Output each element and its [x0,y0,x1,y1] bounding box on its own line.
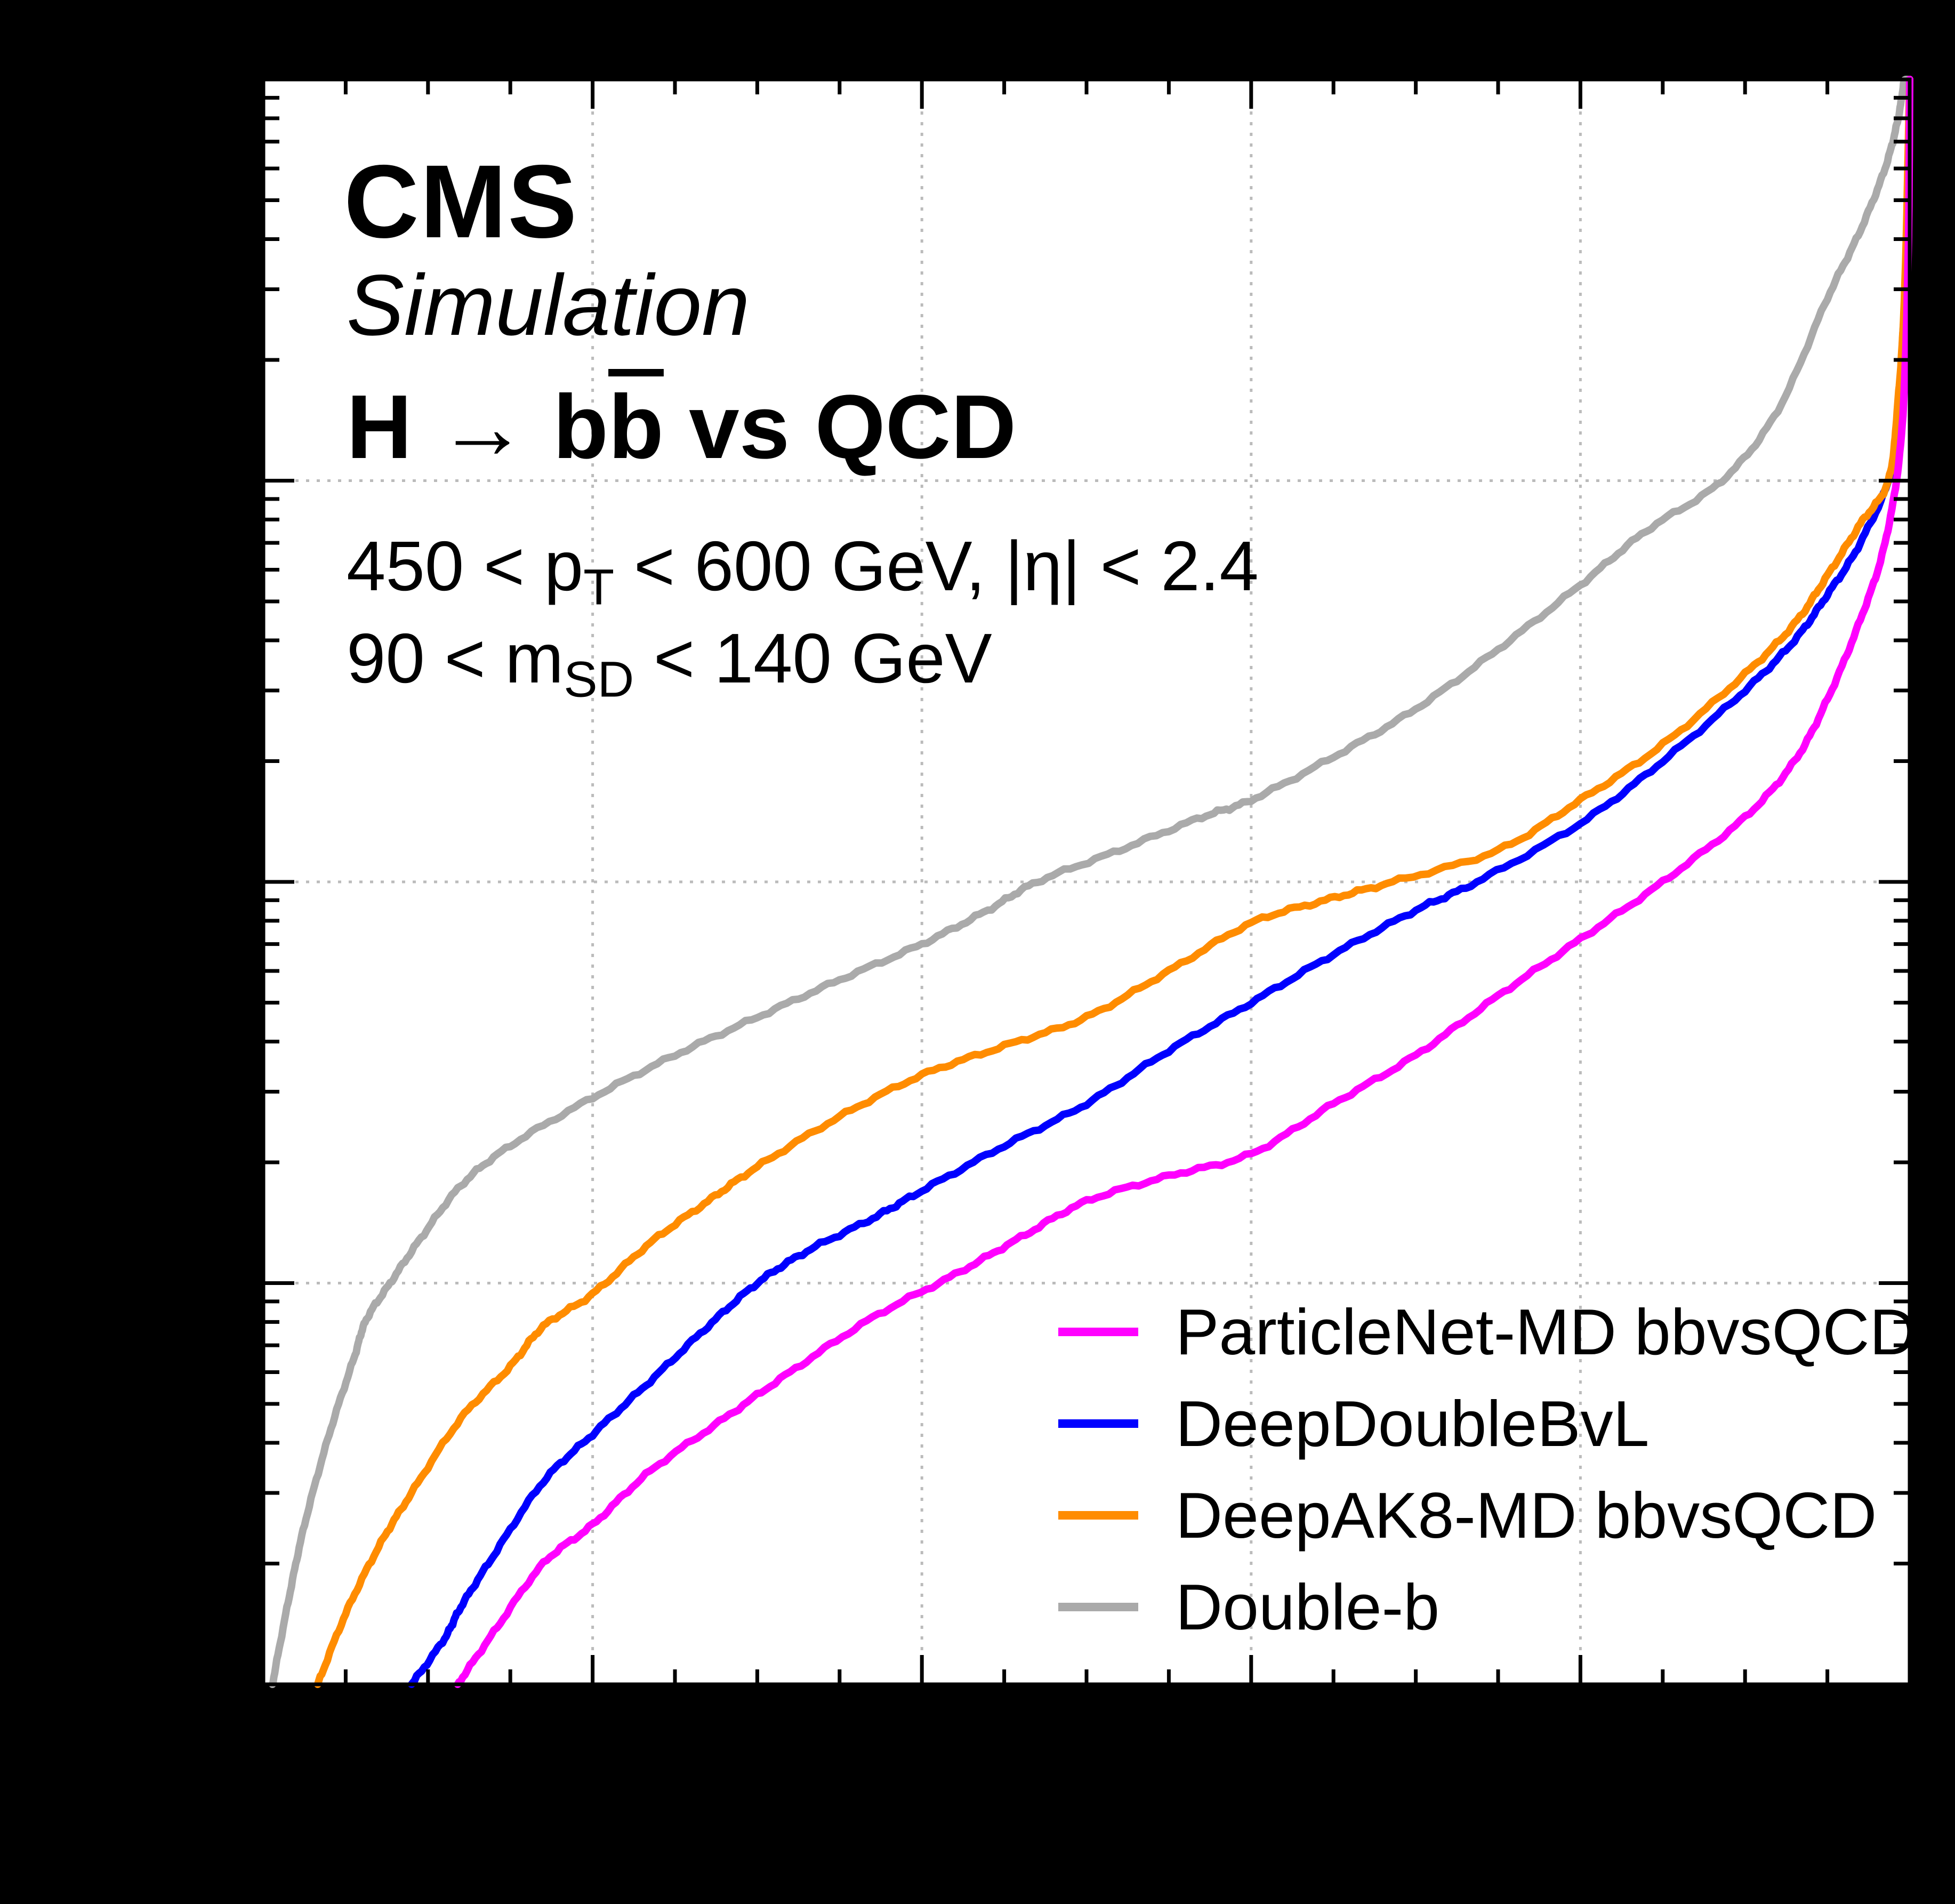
curve-deepak8-md-bbvsqcd [313,76,1913,1688]
process-pre: H → b [347,376,609,478]
legend-swatches [1058,1328,1138,1611]
process-post: vs QCD [663,376,1017,478]
gridlines [263,79,1910,1684]
axis-ticks [263,77,1910,1686]
curve-particlenet-md-bbvsqcd [454,76,1913,1688]
simulation-label: Simulation [347,257,750,354]
roc-curves [269,76,1913,1688]
process-title: H → bb vs QCD [347,382,1016,472]
legend-label-doubleb: Double-b [1176,1571,1440,1643]
selection-line-msd: 90 < mSD < 140 GeV [347,619,992,708]
legend-label-deepdoubleb: DeepDoubleBvL [1176,1387,1650,1460]
curve-deepdoublebvl [407,76,1913,1688]
process-bbar: b [608,376,664,478]
legend-label-particlenet: ParticleNet-MD bbvsQCD [1176,1296,1917,1368]
curve-double-b [269,76,1913,1688]
selection-line-pt-eta: 450 < pT < 600 GeV, |η| < 2.4 [347,527,1259,616]
cms-label: CMS [344,143,578,260]
plot-frame [261,77,1912,1686]
legend-label-deepak8: DeepAK8-MD bbvsQCD [1176,1479,1877,1552]
